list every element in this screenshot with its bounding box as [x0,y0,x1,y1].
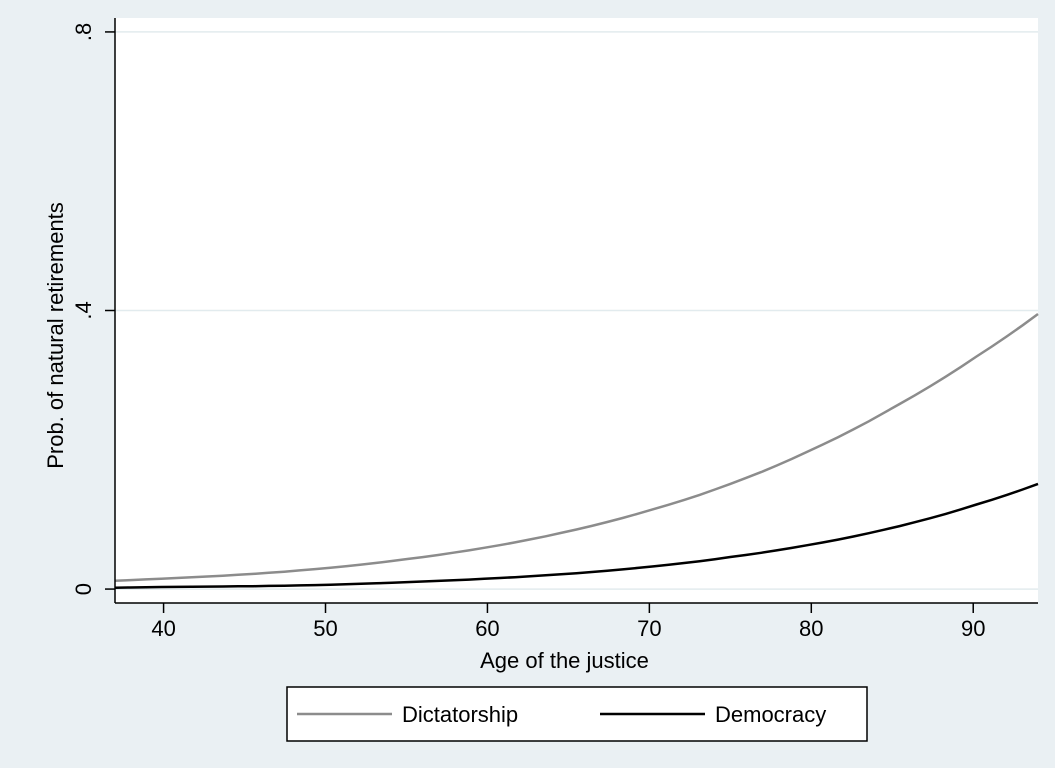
series-lines [114,312,1039,589]
x-tick-label-0: 40 [151,616,175,641]
legend-label-democracy: Democracy [715,702,826,727]
grid-lines [115,31,1038,590]
x-axis-title: Age of the justice [480,648,649,673]
x-tick-label-2: 60 [475,616,499,641]
x-tick-label-5: 90 [961,616,985,641]
y-tick-label-0: 0 [71,583,96,595]
y-axis-title: Prob. of natural retirements [43,202,68,469]
x-tick-label-1: 50 [313,616,337,641]
x-tick-label-3: 70 [637,616,661,641]
series-line-dictatorship [114,312,1039,582]
y-tick-label-2: .8 [71,23,96,41]
x-tick-label-4: 80 [799,616,823,641]
axes: 40 50 60 70 80 90 0 .4 .8 [71,18,1038,641]
legend-label-dictatorship: Dictatorship [402,702,518,727]
series-line-democracy [114,482,1039,589]
y-tick-label-1: .4 [71,301,96,319]
legend: Dictatorship Democracy [286,686,868,742]
